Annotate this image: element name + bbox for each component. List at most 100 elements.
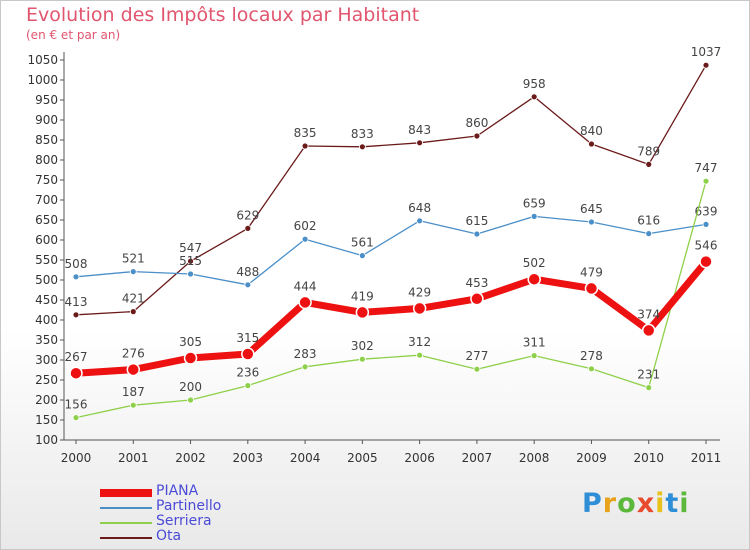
y-tick-label: 900 xyxy=(35,113,58,127)
series-line-piana xyxy=(72,258,710,377)
data-point xyxy=(187,396,194,404)
data-label: 616 xyxy=(637,214,660,228)
data-label: 860 xyxy=(465,116,488,130)
data-label: 840 xyxy=(580,124,603,138)
x-tick-label: 2000 xyxy=(61,451,92,465)
x-tick-label: 2009 xyxy=(576,451,607,465)
data-point xyxy=(241,347,255,361)
y-tick-label: 700 xyxy=(35,193,58,207)
data-label: 747 xyxy=(695,161,718,175)
series-line-partinello xyxy=(75,215,707,286)
y-tick-label: 450 xyxy=(35,293,58,307)
data-point xyxy=(129,308,137,316)
y-tick-label: 200 xyxy=(35,393,58,407)
data-point xyxy=(72,414,80,422)
series-line-serriera xyxy=(75,180,707,419)
legend-swatch xyxy=(100,507,152,509)
data-label: 187 xyxy=(122,385,145,399)
data-label: 843 xyxy=(408,123,431,137)
data-point xyxy=(301,235,309,243)
data-point xyxy=(244,281,252,289)
legend-label: Serriera xyxy=(156,513,212,529)
data-label: 312 xyxy=(408,335,431,349)
data-point xyxy=(473,365,481,373)
data-label: 267 xyxy=(65,350,88,364)
data-point xyxy=(298,295,312,310)
y-tick-label: 500 xyxy=(35,273,58,287)
data-label: 302 xyxy=(351,339,374,353)
y-tick-label: 250 xyxy=(35,373,58,387)
logo-letter: x xyxy=(636,488,656,519)
y-tick-label: 150 xyxy=(35,413,58,427)
data-label: 479 xyxy=(580,265,603,279)
data-label: 629 xyxy=(236,208,259,222)
chart-subtitle: (en € et par an) xyxy=(26,28,121,42)
data-label: 311 xyxy=(523,336,546,350)
data-label: 283 xyxy=(294,347,317,361)
data-label: 419 xyxy=(351,289,374,303)
data-label: 515 xyxy=(179,254,202,268)
data-point xyxy=(72,311,80,319)
data-label: 546 xyxy=(695,239,718,253)
data-label: 315 xyxy=(236,331,259,345)
data-point xyxy=(702,61,710,69)
x-tick-label: 2008 xyxy=(519,451,550,465)
data-label: 789 xyxy=(637,144,660,158)
data-label: 277 xyxy=(465,349,488,363)
y-tick-label: 550 xyxy=(35,253,58,267)
data-point xyxy=(412,301,427,316)
y-tick-label: 400 xyxy=(35,313,58,327)
y-tick-label: 350 xyxy=(35,333,58,347)
data-label: 156 xyxy=(65,398,88,412)
logo-letter: P xyxy=(582,488,603,519)
data-point xyxy=(702,220,710,228)
data-point xyxy=(301,142,309,150)
y-tick-label: 300 xyxy=(35,353,58,367)
data-point xyxy=(416,351,424,359)
data-point xyxy=(129,268,137,276)
data-point xyxy=(645,384,653,392)
data-label: 488 xyxy=(236,265,259,279)
x-tick-label: 2003 xyxy=(233,451,264,465)
data-point xyxy=(187,270,194,278)
data-point xyxy=(355,305,370,320)
data-point xyxy=(126,362,141,377)
data-point xyxy=(416,217,424,225)
data-label: 413 xyxy=(65,295,88,309)
legend-swatch xyxy=(100,537,152,539)
y-tick-label: 650 xyxy=(35,213,58,227)
x-tick-label: 2007 xyxy=(462,451,493,465)
data-label: 200 xyxy=(179,380,202,394)
logo-letter: t xyxy=(665,488,680,519)
data-label: 231 xyxy=(637,368,660,382)
data-point xyxy=(473,230,481,238)
data-label: 508 xyxy=(65,257,88,271)
data-point xyxy=(358,252,366,260)
data-label: 648 xyxy=(408,201,431,215)
x-tick-label: 2011 xyxy=(691,451,722,465)
data-label: 305 xyxy=(179,335,202,349)
data-point xyxy=(69,366,83,380)
x-tick-label: 2002 xyxy=(175,451,206,465)
data-label: 236 xyxy=(236,366,259,380)
legend-label: Ota xyxy=(156,528,182,544)
y-tick-label: 100 xyxy=(35,433,58,447)
proxiti-logo: Proxiti xyxy=(582,488,690,519)
data-point xyxy=(470,292,484,306)
data-label: 547 xyxy=(179,241,202,255)
y-tick-label: 1050 xyxy=(27,53,58,67)
data-label: 561 xyxy=(351,236,374,250)
data-point xyxy=(641,323,656,338)
data-label: 659 xyxy=(523,196,546,210)
data-point xyxy=(699,254,713,269)
data-label: 421 xyxy=(122,292,145,306)
data-point xyxy=(72,273,80,281)
logo-letter: i xyxy=(679,488,690,519)
data-label: 278 xyxy=(580,349,603,363)
data-label: 602 xyxy=(294,219,317,233)
y-tick-label: 1000 xyxy=(27,73,58,87)
y-tick-label: 600 xyxy=(35,233,58,247)
data-label: 276 xyxy=(122,347,145,361)
data-point xyxy=(588,218,595,226)
